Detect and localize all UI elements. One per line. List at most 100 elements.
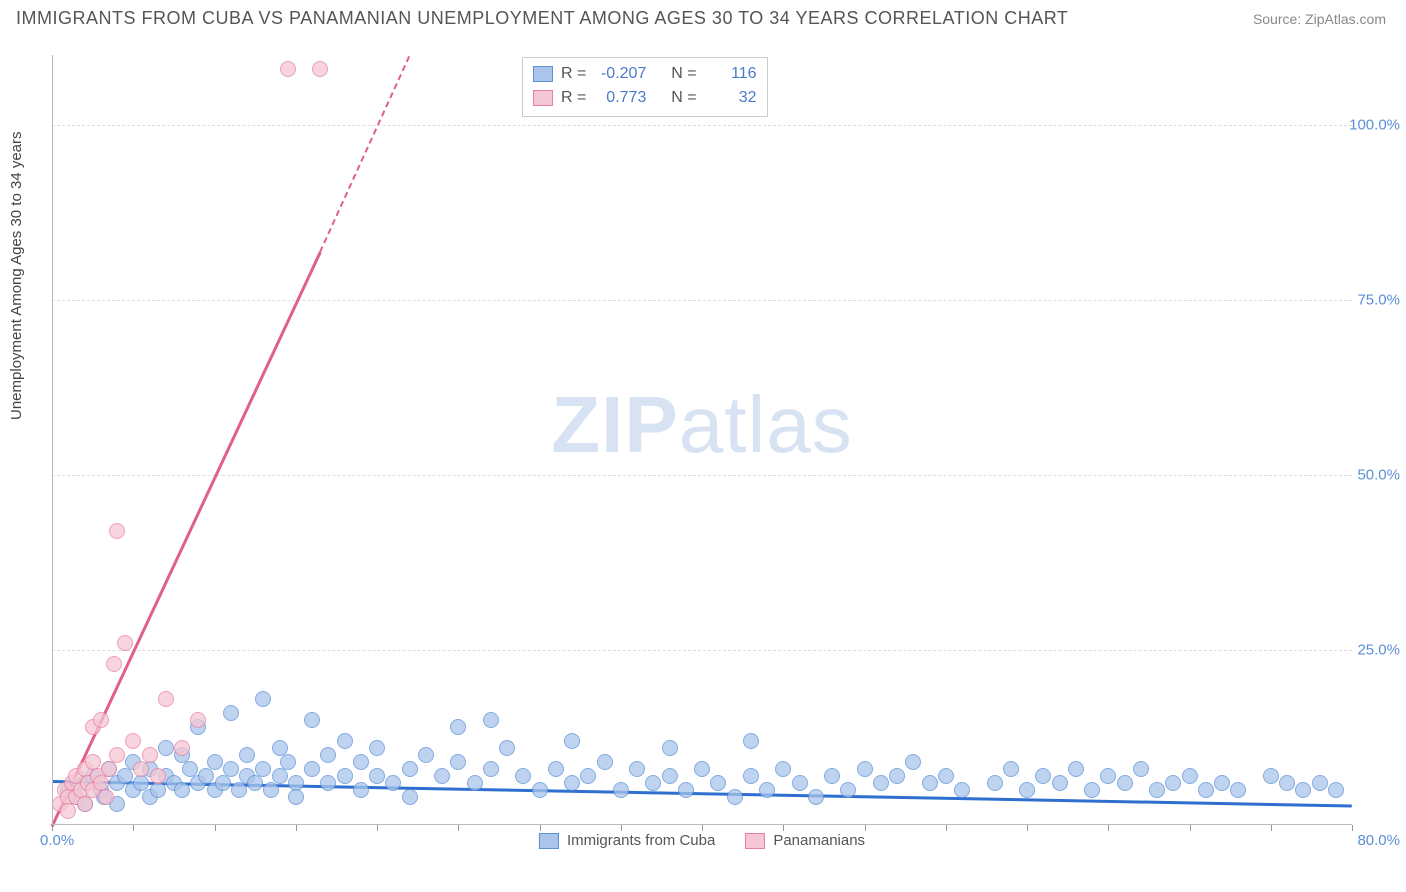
legend-item: Immigrants from Cuba	[539, 832, 715, 849]
x-tick	[296, 825, 297, 831]
stats-row: R =0.773 N =32	[533, 86, 757, 110]
r-label: R =	[561, 62, 586, 86]
chart-plot-area: ZIPatlas 25.0%50.0%75.0%100.0% R =-0.207…	[52, 55, 1352, 825]
data-point	[1133, 761, 1149, 777]
data-point	[369, 768, 385, 784]
stats-row: R =-0.207 N =116	[533, 62, 757, 86]
y-axis-line	[52, 55, 53, 825]
data-point	[889, 768, 905, 784]
data-point	[532, 782, 548, 798]
data-point	[548, 761, 564, 777]
data-point	[280, 754, 296, 770]
data-point	[125, 733, 141, 749]
data-point	[215, 775, 231, 791]
x-axis-line	[52, 824, 1352, 825]
data-point	[678, 782, 694, 798]
data-point	[1084, 782, 1100, 798]
data-point	[312, 61, 328, 77]
data-point	[710, 775, 726, 791]
data-point	[824, 768, 840, 784]
data-point	[385, 775, 401, 791]
correlation-stats-box: R =-0.207 N =116R =0.773 N =32	[522, 57, 768, 117]
data-point	[402, 761, 418, 777]
data-point	[840, 782, 856, 798]
data-point	[743, 733, 759, 749]
x-tick	[215, 825, 216, 831]
data-point	[759, 782, 775, 798]
data-point	[272, 768, 288, 784]
data-point	[792, 775, 808, 791]
legend: Immigrants from Cuba Panamanians	[539, 832, 865, 849]
data-point	[1165, 775, 1181, 791]
data-point	[743, 768, 759, 784]
data-point	[98, 789, 114, 805]
data-point	[775, 761, 791, 777]
data-point	[109, 523, 125, 539]
data-point	[150, 768, 166, 784]
data-point	[288, 789, 304, 805]
data-point	[580, 768, 596, 784]
data-point	[106, 656, 122, 672]
data-point	[434, 768, 450, 784]
data-point	[727, 789, 743, 805]
r-value: 0.773	[594, 86, 646, 110]
data-point	[1117, 775, 1133, 791]
x-tick	[377, 825, 378, 831]
data-point	[1328, 782, 1344, 798]
data-point	[1003, 761, 1019, 777]
x-tick	[1027, 825, 1028, 831]
data-point	[597, 754, 613, 770]
y-tick-label: 50.0%	[1357, 467, 1400, 484]
data-point	[1230, 782, 1246, 798]
data-point	[467, 775, 483, 791]
data-point	[304, 761, 320, 777]
data-point	[564, 775, 580, 791]
r-value: -0.207	[594, 62, 646, 86]
x-axis-min-label: 0.0%	[40, 832, 74, 849]
data-point	[1279, 775, 1295, 791]
data-point	[450, 754, 466, 770]
data-point	[117, 635, 133, 651]
gridline	[52, 475, 1352, 476]
data-point	[280, 61, 296, 77]
data-point	[1052, 775, 1068, 791]
data-point	[922, 775, 938, 791]
data-point	[247, 775, 263, 791]
data-point	[662, 740, 678, 756]
legend-swatch	[533, 66, 553, 82]
data-point	[174, 782, 190, 798]
x-tick	[783, 825, 784, 831]
data-point	[369, 740, 385, 756]
data-point	[1182, 768, 1198, 784]
x-tick	[540, 825, 541, 831]
data-point	[133, 761, 149, 777]
n-label: N =	[671, 86, 696, 110]
r-label: R =	[561, 86, 586, 110]
data-point	[1263, 768, 1279, 784]
data-point	[857, 761, 873, 777]
data-point	[418, 747, 434, 763]
legend-item: Panamanians	[745, 832, 865, 849]
data-point	[905, 754, 921, 770]
chart-title: IMMIGRANTS FROM CUBA VS PANAMANIAN UNEMP…	[16, 8, 1068, 29]
data-point	[255, 691, 271, 707]
source-attribution: Source: ZipAtlas.com	[1253, 11, 1386, 27]
data-point	[77, 796, 93, 812]
data-point	[483, 761, 499, 777]
data-point	[613, 782, 629, 798]
data-point	[564, 733, 580, 749]
data-point	[938, 768, 954, 784]
legend-swatch	[539, 833, 559, 849]
legend-swatch	[745, 833, 765, 849]
data-point	[402, 789, 418, 805]
data-point	[1198, 782, 1214, 798]
x-tick	[1190, 825, 1191, 831]
n-value: 116	[705, 62, 757, 86]
x-axis-max-label: 80.0%	[1357, 832, 1400, 849]
data-point	[1214, 775, 1230, 791]
legend-label: Immigrants from Cuba	[567, 832, 715, 849]
data-point	[150, 782, 166, 798]
data-point	[101, 761, 117, 777]
x-tick	[621, 825, 622, 831]
data-point	[174, 740, 190, 756]
